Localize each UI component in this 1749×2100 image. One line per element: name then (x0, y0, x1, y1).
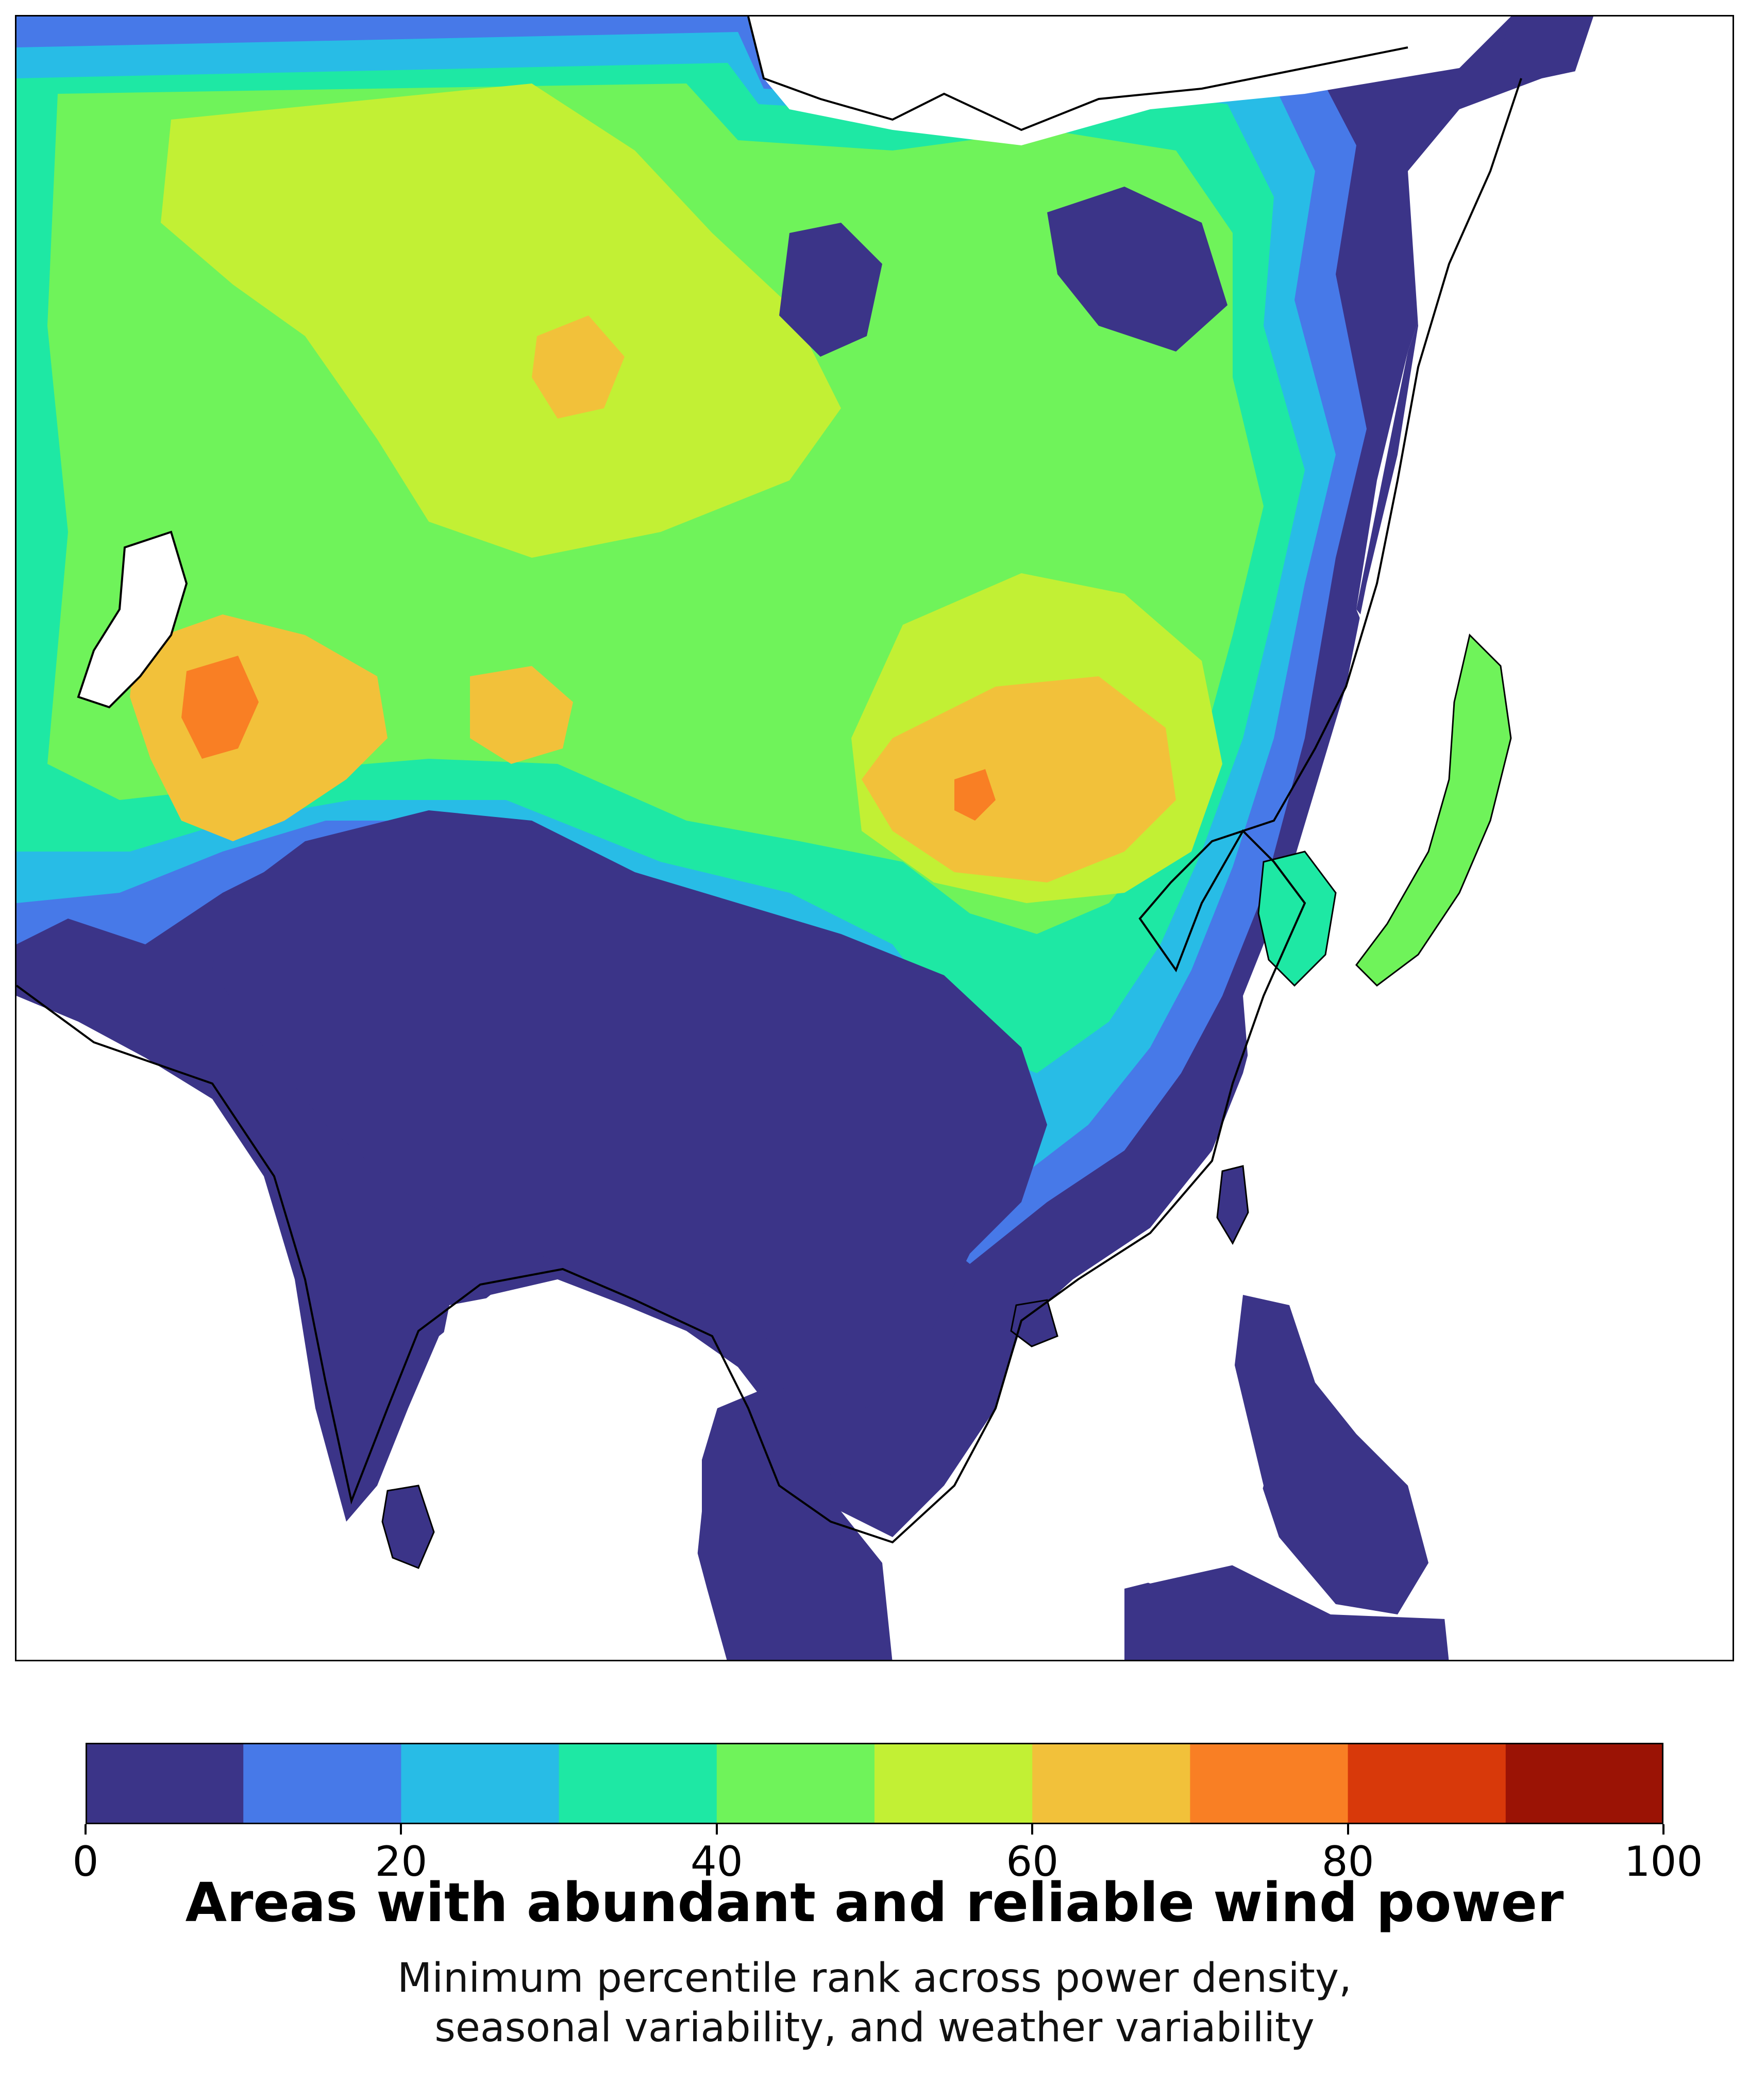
band-60-70-north (532, 315, 625, 419)
land-mass-southeast (686, 1382, 893, 1660)
wind-power-map (15, 15, 1734, 1661)
bay-of-bengal (429, 1290, 702, 1660)
map-canvas (16, 16, 1733, 1660)
colorbar-tick-mark (1031, 1824, 1034, 1835)
siberia-low-patch (779, 223, 882, 357)
colorbar-tick-label: 80 (1321, 1838, 1374, 1886)
coastline-arctic (747, 16, 1408, 131)
band-70-80-east (954, 769, 996, 821)
colorbar-segment (716, 1743, 875, 1824)
colorbar-border (86, 1743, 1663, 1824)
colorbar-segment (86, 1743, 244, 1824)
colorbar-segment (1032, 1743, 1190, 1824)
colorbar-segment (243, 1743, 401, 1824)
band-70-80-west (181, 656, 259, 759)
land-mass-philippines (1233, 1295, 1428, 1614)
figure-subtitle: Minimum percentile rank across power den… (0, 1954, 1749, 2053)
coastline-caspian (77, 530, 188, 709)
band-60-70-east (862, 676, 1176, 882)
manchuria-low-patch (1047, 187, 1227, 352)
colorbar-tick-mark (1347, 1824, 1349, 1835)
japan-islands (1355, 634, 1512, 987)
colorbar-segment (1348, 1743, 1506, 1824)
band-60-70-central (470, 666, 573, 764)
coastlines (16, 16, 1522, 1544)
colorbar-segment (401, 1743, 560, 1824)
colorbar-tick-mark (715, 1824, 718, 1835)
sri-lanka (381, 1485, 435, 1569)
colorbar-tick-label: 60 (1006, 1838, 1059, 1886)
colorbar-tick-mark (1662, 1824, 1664, 1835)
colorbar-segment (1505, 1743, 1663, 1824)
subtitle-line-2: seasonal variability, and weather variab… (434, 2005, 1315, 2051)
colorbar-tick-label: 0 (72, 1838, 99, 1886)
pacific-ocean (1243, 38, 1733, 1660)
colorbar-ticks: 0 20 40 60 80 100 (73, 1824, 1703, 1886)
taiwan (1216, 1165, 1249, 1245)
colorbar-tick-label: 20 (375, 1838, 428, 1886)
tibet-low-zone (212, 810, 1047, 1408)
hainan (1010, 1299, 1058, 1347)
colorbar-tick-mark (400, 1824, 402, 1835)
coastline-south-asia (16, 78, 1522, 1544)
colorbar-segment (559, 1743, 717, 1824)
ocean-layer (16, 16, 1733, 1660)
colorbar-segment (874, 1743, 1033, 1824)
south-china-sea (996, 1279, 1264, 1584)
arabian-sea (16, 1027, 305, 1660)
colorbar-tick-label: 100 (1624, 1838, 1703, 1886)
figure-title: Areas with abundant and reliable wind po… (185, 1871, 1564, 1934)
arctic-ocean (748, 16, 1511, 145)
band-50-60 (161, 84, 841, 558)
caspian-sea (78, 532, 187, 707)
colorbar (86, 1743, 1663, 1824)
colorbar-tick-label: 40 (690, 1838, 743, 1886)
subtitle-line-1: Minimum percentile rank across power den… (397, 1955, 1352, 2002)
colorbar-tick-mark (85, 1824, 87, 1835)
colorbar-segment (1190, 1743, 1349, 1824)
contour-bands (16, 16, 1367, 1408)
